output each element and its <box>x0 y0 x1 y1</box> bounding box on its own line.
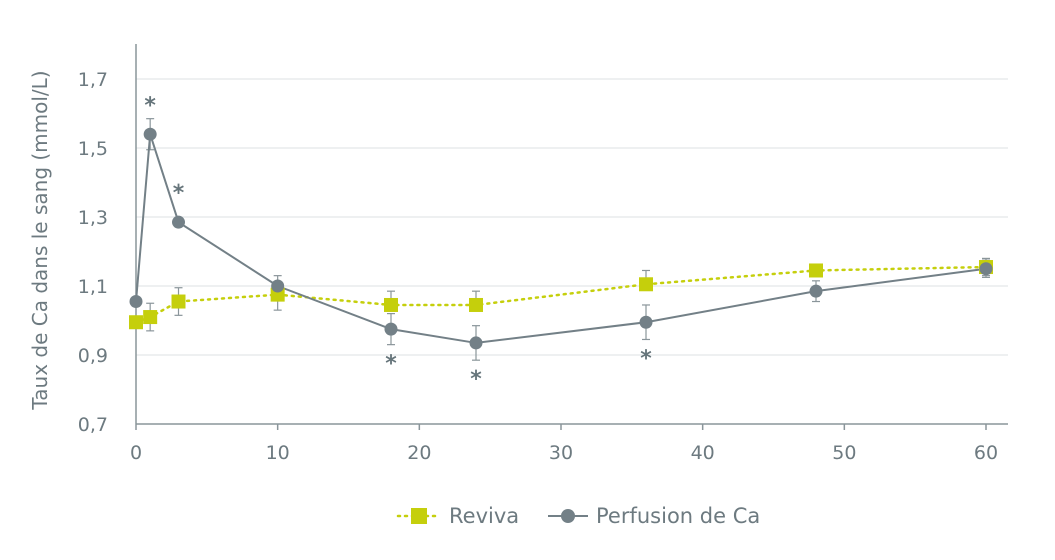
y-tick-label: 1,7 <box>78 69 108 91</box>
perfusion-data-point <box>384 322 398 336</box>
legend-reviva-label: Reviva <box>449 504 519 528</box>
x-tick-labels: 0 10 20 30 40 50 60 <box>130 424 998 464</box>
reviva-data-point <box>639 277 653 292</box>
x-tick-label: 10 <box>266 442 290 464</box>
significance-star: * <box>385 352 397 377</box>
legend-perfusion-circle-icon <box>561 509 575 523</box>
reviva-data-point <box>143 310 158 325</box>
legend-reviva-square-icon <box>411 508 427 524</box>
series-lines <box>134 133 988 344</box>
perfusion-data-point <box>271 279 285 293</box>
reviva-data-point <box>809 263 823 278</box>
y-tick-labels: 0,7 0,9 1,1 1,3 1,5 1,7 <box>78 69 108 436</box>
x-tick-label: 60 <box>974 442 998 464</box>
perfusion-data-point <box>639 315 653 329</box>
reviva-data-point <box>171 294 186 309</box>
y-tick-label: 1,5 <box>78 138 108 160</box>
y-tick-label: 0,9 <box>78 345 108 367</box>
reviva-series-line <box>134 265 988 324</box>
axes <box>135 44 1008 425</box>
legend-perfusion-label: Perfusion de Ca <box>596 504 760 528</box>
significance-markers: * * * * * <box>144 94 652 392</box>
error-bars <box>146 118 990 361</box>
x-tick-label: 50 <box>832 442 856 464</box>
significance-star: * <box>173 181 185 206</box>
series-markers <box>129 127 993 350</box>
y-tick-label: 0,7 <box>78 414 108 436</box>
perfusion-data-point <box>979 262 993 276</box>
significance-star: * <box>470 367 482 392</box>
perfusion-data-point <box>172 215 185 229</box>
y-tick-label: 1,3 <box>78 207 108 229</box>
reviva-data-point <box>469 297 483 312</box>
x-tick-label: 20 <box>407 442 431 464</box>
gridlines <box>136 78 1008 356</box>
perfusion-data-point <box>143 127 157 141</box>
x-tick-label: 30 <box>549 442 573 464</box>
perfusion-data-point <box>129 295 143 309</box>
legend-item-perfusion: Perfusion de Ca <box>548 504 760 528</box>
reviva-data-point <box>129 315 143 330</box>
legend: Reviva Perfusion de Ca <box>396 504 760 528</box>
significance-star: * <box>144 94 156 119</box>
y-axis-label: Taux de Ca dans le sang (mmol/L) <box>28 70 52 410</box>
legend-item-reviva: Reviva <box>396 504 519 528</box>
x-tick-label: 0 <box>130 442 142 464</box>
y-tick-label: 1,1 <box>78 276 108 298</box>
perfusion-data-point <box>469 336 483 350</box>
x-tick-label: 40 <box>691 442 715 464</box>
perfusion-series-line <box>135 133 987 344</box>
significance-star: * <box>640 346 652 371</box>
reviva-data-point <box>384 297 398 312</box>
perfusion-data-point <box>809 284 823 298</box>
